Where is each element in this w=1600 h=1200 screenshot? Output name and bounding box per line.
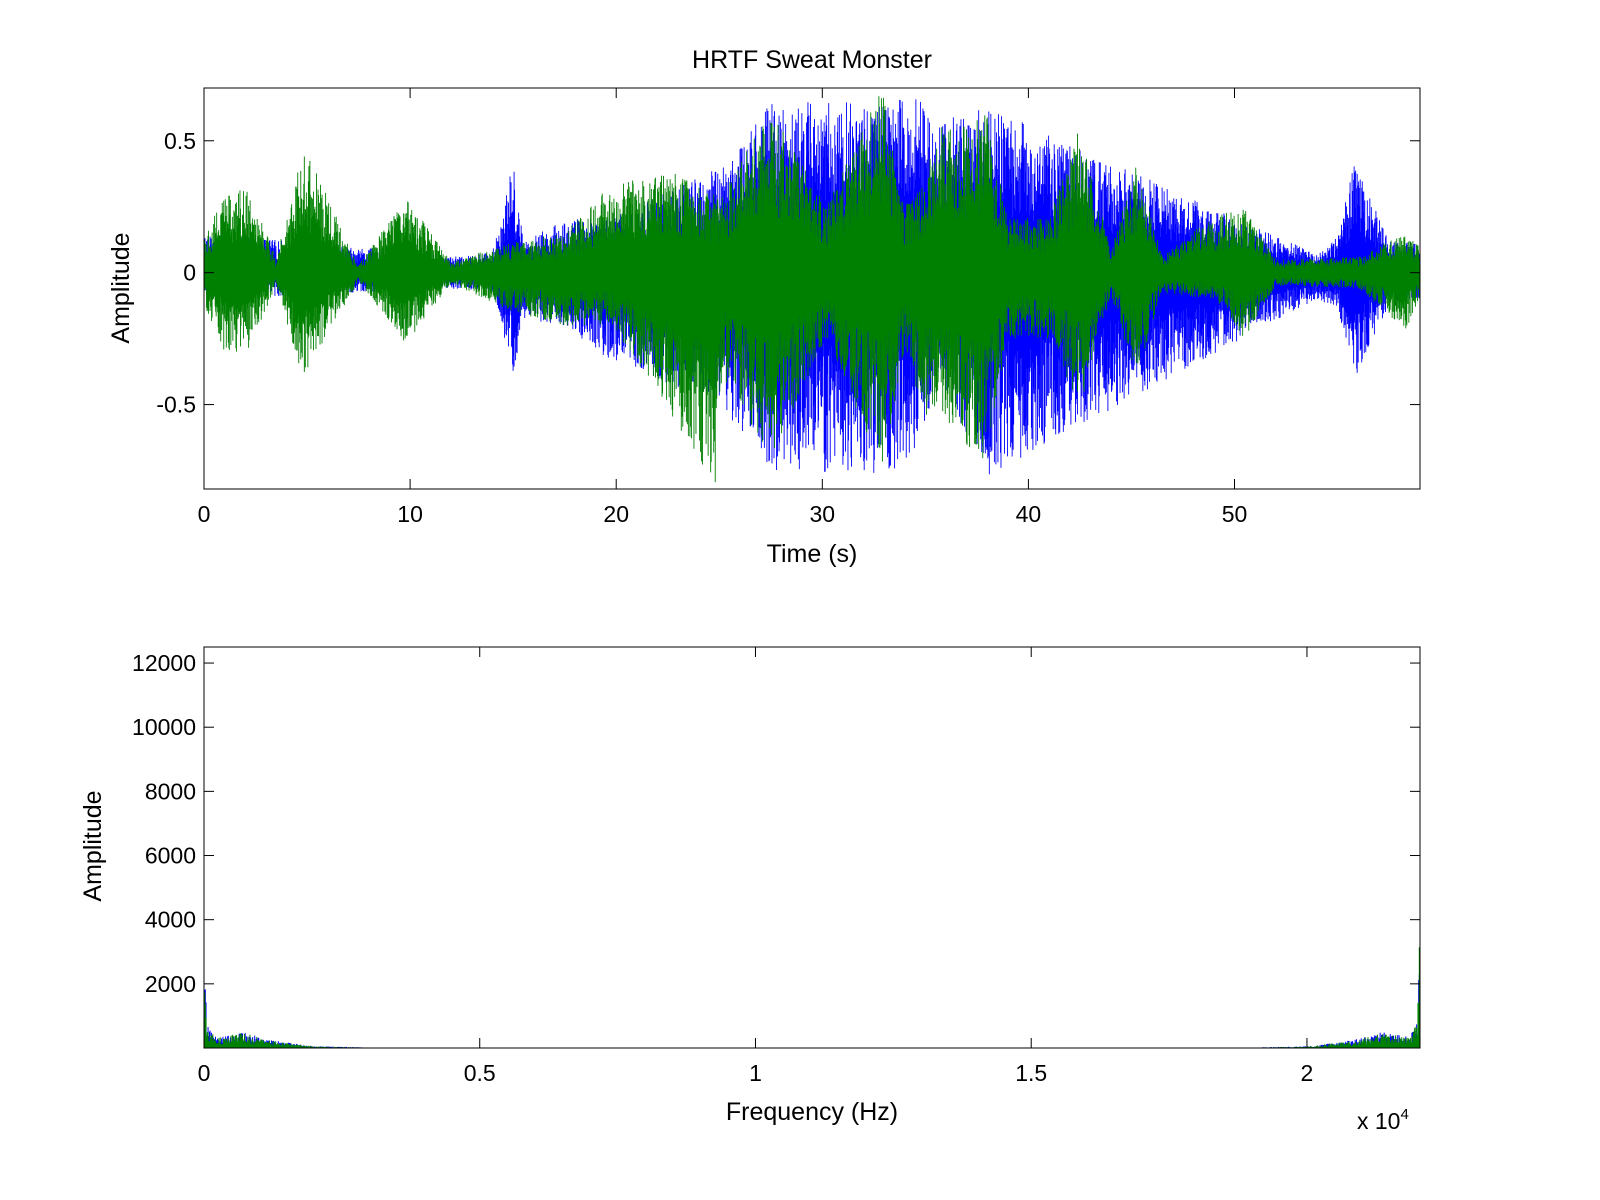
frequency-ytick-label: 4000 [145,907,196,933]
time-domain-plot: HRTF Sweat Monster 0 10 20 30 40 50 0.5 0 -0.5 T… [107,46,1421,568]
time-ytick-label: 0 [183,260,196,286]
frequency-x-axis-label: Frequency (Hz) [726,1098,898,1126]
right-channel-waveform [204,96,1420,483]
time-ytick-label: 0.5 [164,128,196,154]
frequency-axis-ticks: 0 0.5 1 1.5 2 2000 4000 6000 8000 10000 12000 [132,647,1420,1086]
frequency-xtick-label: 1.5 [1015,1060,1047,1086]
frequency-xtick-label: 1 [749,1060,762,1086]
spectrum-series [204,884,1420,1048]
frequency-xtick-label: 0 [198,1060,211,1086]
time-x-axis-label: Time (s) [767,540,858,568]
time-xtick-label: 50 [1222,501,1248,527]
frequency-domain-plot: 0 0.5 1 1.5 2 2000 4000 6000 8000 10000 12000 Freq… [79,646,1421,1134]
frequency-ytick-label: 8000 [145,778,196,804]
time-xtick-label: 40 [1016,501,1042,527]
frequency-y-axis-label: Amplitude [79,790,107,901]
x-scale-multiplier: x 104 [1357,1106,1409,1134]
frequency-ytick-label: 12000 [132,650,196,676]
frequency-ytick-label: 10000 [132,714,196,740]
time-axis-ticks: 0 10 20 30 40 50 0.5 0 -0.5 [156,88,1420,527]
frequency-ytick-label: 6000 [145,843,196,869]
left-channel-spectrum [204,884,1420,1048]
right-channel-spectrum [204,886,1420,1048]
time-xtick-label: 20 [603,501,629,527]
frequency-ytick-label: 2000 [145,971,196,997]
time-waveform-series [204,96,1420,483]
time-plot-frame [203,87,1421,490]
figure-title: HRTF Sweat Monster [692,46,932,74]
x-scale-note: x 10 [1357,1108,1400,1134]
time-xtick-label: 10 [397,501,423,527]
time-ytick-label: -0.5 [156,392,196,418]
time-xtick-label: 30 [810,501,836,527]
x-scale-exponent: 4 [1400,1106,1408,1123]
frequency-xtick-label: 2 [1301,1060,1314,1086]
frequency-xtick-label: 0.5 [464,1060,496,1086]
frequency-plot-frame [203,646,1421,1049]
time-xtick-label: 0 [198,501,211,527]
time-y-axis-label: Amplitude [107,232,135,343]
